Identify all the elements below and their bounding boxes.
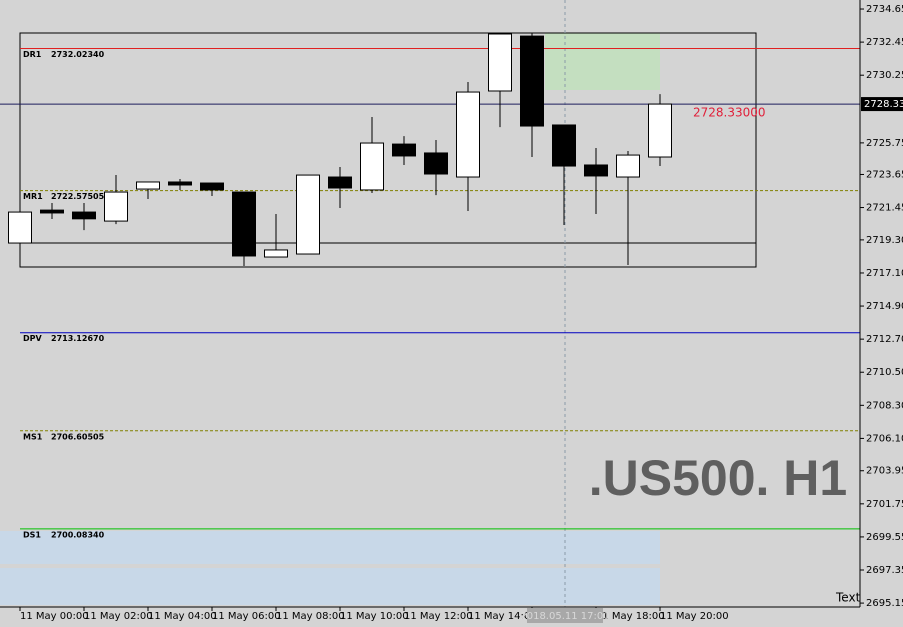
candle-body (72, 211, 96, 220)
level-label: 2722.57505 (51, 192, 105, 201)
y-tick-label: 2721.45 (866, 203, 903, 214)
level-name: MS1 (23, 432, 43, 441)
y-tick-label: 2706.10 (866, 433, 903, 444)
candle-body (8, 211, 32, 244)
y-tick-label: 2701.75 (866, 499, 903, 510)
candle-body (456, 91, 480, 178)
x-tick-label: 11 May 02:00 (84, 611, 153, 622)
bid-axis-label: 2728.33 (864, 99, 903, 110)
x-tick-label: 11 May 20:00 (660, 611, 729, 622)
level-name: DS1 (23, 530, 41, 539)
candle-body (392, 143, 416, 157)
candle-body (360, 142, 384, 191)
zone-gap (0, 564, 660, 568)
y-tick-label: 2697.35 (866, 565, 903, 576)
candle-body (232, 191, 256, 257)
candle-body (40, 209, 64, 214)
x-tick-label: 11 May 18:00 (596, 611, 665, 622)
level-label: 2706.60505 (51, 432, 105, 441)
crosshair-label: 2018.05.11 17:00 (520, 611, 609, 622)
y-tick-label: 2695.15 (866, 598, 903, 609)
y-tick-label: 2719.30 (866, 235, 903, 246)
bid-box (861, 97, 903, 112)
x-tick-label: 11 May 14:00 (468, 611, 537, 622)
candle-body (168, 181, 192, 186)
candle-body (264, 249, 288, 258)
candle-body (104, 191, 128, 222)
level-name: DPV (23, 334, 43, 343)
y-tick-label: 2732.45 (866, 37, 903, 48)
y-tick-label: 2723.65 (866, 169, 903, 180)
bid-label: 2728.33000 (693, 106, 766, 120)
y-tick-label: 2710.50 (866, 367, 903, 378)
y-tick-label: 2699.55 (866, 532, 903, 543)
range-box (19, 32, 757, 268)
level-label: 2713.12670 (51, 334, 105, 343)
level-label: 2700.08340 (51, 530, 105, 539)
candle-body (552, 124, 576, 167)
x-tick-label: 11 May 12:00 (404, 611, 473, 622)
candle-body (200, 182, 224, 191)
y-tick-label: 2712.70 (866, 334, 903, 345)
y-tick-label: 2730.25 (866, 70, 903, 81)
y-tick-label: 2708.30 (866, 400, 903, 411)
candle-body (616, 154, 640, 178)
y-tick-label: 2714.90 (866, 301, 903, 312)
x-tick-label: 11 May 04:00 (148, 611, 217, 622)
watermark: .US500. H1 (589, 450, 847, 506)
marks (0, 33, 860, 530)
y-tick-label: 2703.95 (866, 466, 903, 477)
x-tick-label: 11 May 10:00 (340, 611, 409, 622)
y-tick-label: 2734.65 (866, 4, 903, 15)
candle-body (296, 174, 320, 255)
candle-body (424, 152, 448, 175)
zone-rect (545, 33, 660, 90)
x-tick-label: 11 May 00:00 (20, 611, 89, 622)
level-name: MR1 (23, 192, 43, 201)
candle-body (520, 35, 544, 127)
y-tick-label: 2725.75 (866, 138, 903, 149)
y-tick-label: 2717.10 (866, 268, 903, 279)
level-label: 2732.02340 (51, 50, 105, 59)
x-tick-label: 11 May 06:00 (212, 611, 281, 622)
candle-body (488, 33, 512, 92)
level-name: DR1 (23, 50, 42, 59)
crosshair-box (527, 608, 603, 623)
candle-body (648, 103, 672, 158)
candle-body (136, 181, 160, 190)
candle-body (584, 164, 608, 177)
candle-body (328, 176, 352, 189)
x-tick-label: 11 May 08:00 (276, 611, 345, 622)
text-object: Text (835, 591, 861, 605)
